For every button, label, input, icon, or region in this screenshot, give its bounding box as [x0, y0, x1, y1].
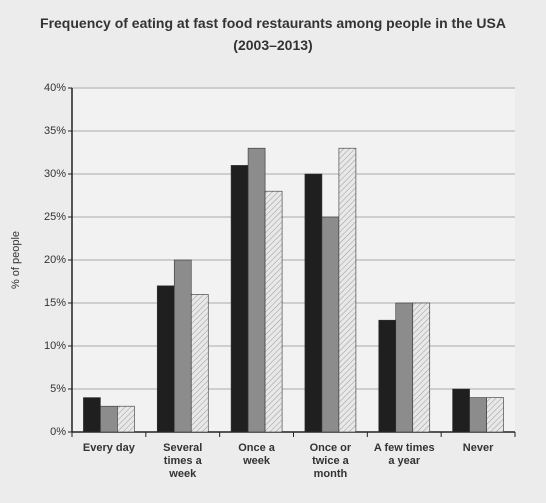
- y-tick-label: 0%: [50, 426, 66, 438]
- x-tick-label: Never: [462, 442, 494, 454]
- bar: [264, 190, 283, 433]
- y-tick-label: 40%: [44, 82, 66, 94]
- x-tick-label: A few times a year: [373, 442, 435, 467]
- bar: [173, 259, 192, 433]
- chart-title: Frequency of eating at fast food restaur…: [40, 15, 506, 53]
- bar: [378, 319, 397, 433]
- x-tick-label: Once or twice a month: [309, 442, 352, 480]
- bar: [117, 405, 135, 433]
- x-tick-label: Once a week: [238, 442, 275, 467]
- y-tick-label: 15%: [44, 297, 66, 309]
- y-tick-label: 5%: [50, 383, 66, 395]
- bar: [247, 147, 266, 433]
- bar: [190, 294, 209, 433]
- bar: [83, 397, 101, 433]
- bar: [412, 302, 431, 433]
- x-tick-label: Several times a week: [163, 442, 203, 480]
- bar: [304, 173, 323, 433]
- y-axis-label: % of people: [10, 231, 22, 289]
- bar: [486, 397, 504, 433]
- bar: [156, 285, 175, 433]
- y-tick-label: 25%: [44, 211, 66, 223]
- y-tick-label: 20%: [44, 254, 66, 266]
- bar: [100, 405, 118, 433]
- y-tick-label: 35%: [44, 125, 66, 137]
- x-tick-label: Every day: [82, 442, 135, 454]
- bar: [338, 147, 357, 433]
- bar: [469, 397, 487, 433]
- y-tick-label: 30%: [44, 168, 66, 180]
- bar: [395, 302, 414, 433]
- y-tick-label: 10%: [44, 340, 66, 352]
- bar: [230, 165, 249, 433]
- bar: [452, 388, 470, 433]
- bar: [321, 216, 340, 433]
